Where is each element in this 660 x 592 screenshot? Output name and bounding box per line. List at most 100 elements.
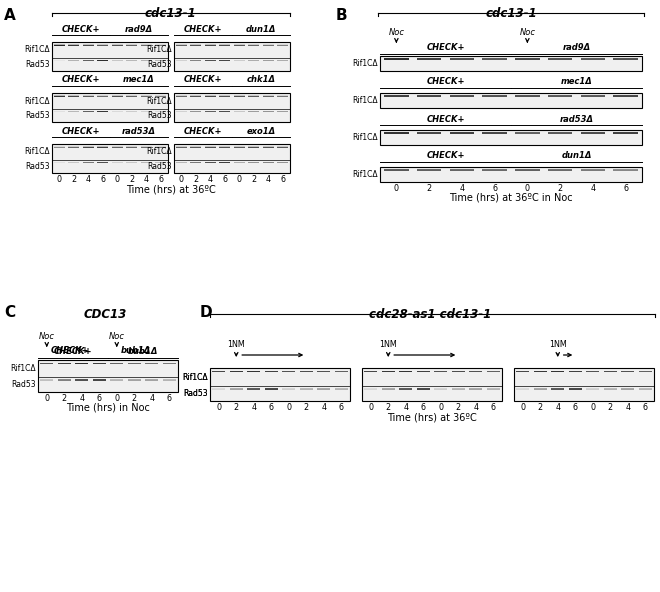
Bar <box>69 44 79 46</box>
Bar <box>317 371 330 372</box>
Bar <box>141 44 152 46</box>
Bar <box>434 371 447 372</box>
Bar <box>190 60 201 61</box>
Bar <box>364 371 378 372</box>
Bar <box>469 388 482 390</box>
Bar <box>230 388 243 390</box>
Bar <box>399 371 412 372</box>
Bar <box>176 162 187 163</box>
Bar <box>141 96 152 97</box>
Bar <box>534 389 547 390</box>
Bar <box>248 371 260 372</box>
Bar <box>190 146 201 147</box>
Bar <box>551 388 564 390</box>
Bar <box>551 388 564 390</box>
Bar <box>176 146 187 147</box>
Bar <box>364 371 378 372</box>
Bar <box>69 162 79 163</box>
Bar <box>482 95 507 96</box>
Bar <box>469 371 482 372</box>
Bar <box>384 59 409 60</box>
Text: 2: 2 <box>71 175 77 184</box>
Bar <box>141 147 152 148</box>
Bar <box>417 95 442 96</box>
Bar <box>97 147 108 148</box>
Bar <box>581 169 605 170</box>
Bar <box>234 111 245 112</box>
Bar <box>613 169 638 170</box>
Text: B: B <box>336 8 348 23</box>
Bar <box>190 96 201 97</box>
Bar <box>364 388 378 390</box>
Bar <box>141 111 152 112</box>
Bar <box>112 111 123 112</box>
Bar <box>248 371 260 372</box>
Bar <box>449 133 474 134</box>
Bar <box>248 44 259 46</box>
Bar <box>248 162 259 163</box>
Bar <box>212 389 225 390</box>
Bar <box>551 388 564 390</box>
Bar <box>190 162 201 163</box>
Bar <box>40 379 53 381</box>
Bar <box>97 96 108 97</box>
Bar <box>141 44 152 46</box>
Bar <box>155 162 166 163</box>
Bar <box>434 371 447 372</box>
Bar <box>54 60 65 61</box>
Bar <box>604 371 617 372</box>
Bar <box>141 111 152 112</box>
Bar <box>82 95 94 96</box>
Bar <box>581 133 605 134</box>
Bar <box>335 371 348 372</box>
Bar <box>551 388 564 390</box>
Bar <box>205 146 216 147</box>
Bar <box>364 371 378 372</box>
Bar <box>569 371 582 372</box>
Bar <box>112 111 123 112</box>
Text: 2: 2 <box>538 403 543 412</box>
Bar <box>621 371 634 372</box>
Bar <box>317 371 330 372</box>
Text: 6: 6 <box>339 403 344 412</box>
Bar <box>364 389 378 390</box>
Bar <box>126 162 137 163</box>
Bar <box>416 389 430 390</box>
Bar <box>190 111 201 112</box>
Bar <box>469 371 482 372</box>
Bar <box>381 389 395 390</box>
Bar <box>317 389 330 390</box>
Bar <box>263 44 274 46</box>
Bar <box>234 60 245 61</box>
Bar <box>248 60 259 61</box>
Bar <box>482 95 507 96</box>
Bar <box>97 111 108 112</box>
Bar <box>384 133 409 134</box>
Bar <box>230 389 243 390</box>
Bar <box>69 146 79 147</box>
Bar <box>126 44 137 46</box>
Bar <box>155 162 166 163</box>
Bar <box>586 388 599 390</box>
Bar <box>569 389 582 390</box>
Bar <box>110 379 123 380</box>
Bar <box>586 388 599 390</box>
Bar <box>176 147 187 148</box>
Bar <box>75 379 88 381</box>
Bar <box>230 371 243 372</box>
Bar <box>548 95 572 96</box>
Bar <box>82 162 94 163</box>
Bar <box>416 371 430 372</box>
Bar <box>190 45 201 46</box>
Bar <box>263 147 274 148</box>
Bar <box>277 111 288 112</box>
Bar <box>277 95 288 96</box>
Bar <box>176 162 187 163</box>
Bar <box>97 95 108 96</box>
Bar <box>515 169 540 170</box>
Bar <box>482 58 507 59</box>
Bar <box>417 59 442 60</box>
Bar <box>126 60 137 61</box>
Bar <box>248 147 259 148</box>
Bar <box>399 371 412 372</box>
